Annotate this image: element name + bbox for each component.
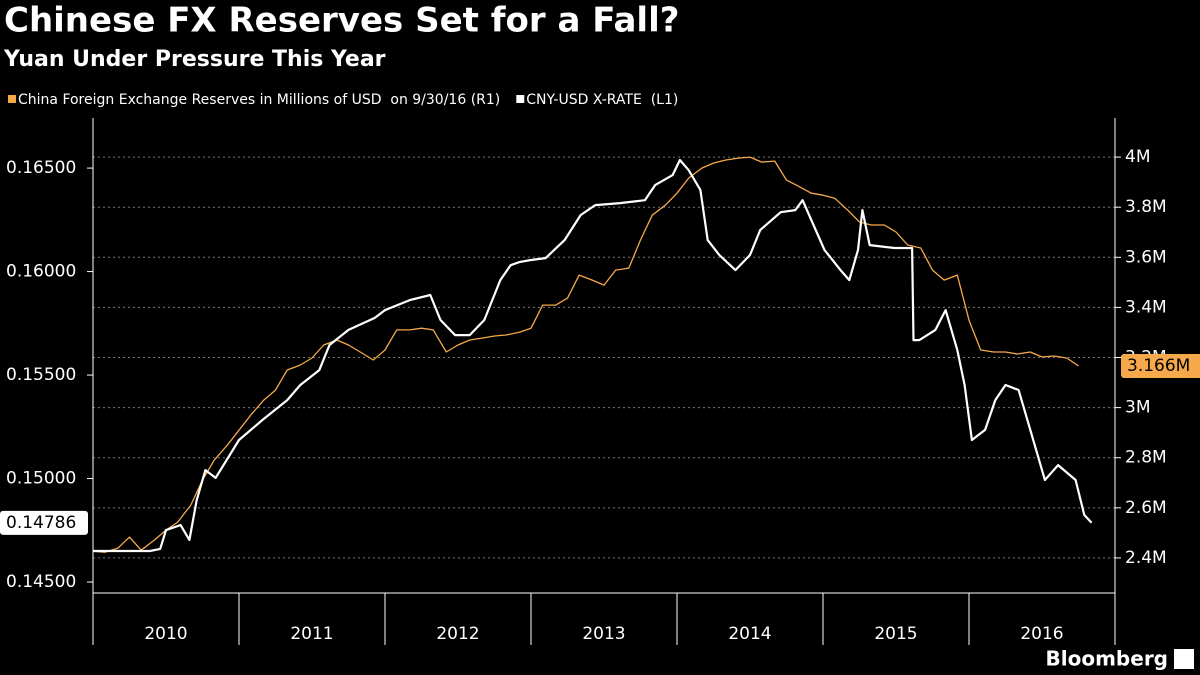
value-label: 3.166M xyxy=(1127,356,1190,376)
legend-label: China Foreign Exchange Reserves in Milli… xyxy=(18,92,500,108)
y2-tick-label: 2.6M xyxy=(1125,498,1167,518)
x-tick-label: 2013 xyxy=(582,624,625,644)
y2-tick-label: 3.6M xyxy=(1125,247,1167,267)
x-tick-label: 2015 xyxy=(874,624,917,644)
source: Bloomberg xyxy=(1046,647,1168,671)
legend-swatch xyxy=(516,95,525,103)
y2-tick-label: 2.8M xyxy=(1125,448,1167,468)
y-tick-label: 0.14500 xyxy=(6,572,76,592)
legend-label: CNY-USD X-RATE (L1) xyxy=(526,92,678,108)
y-tick-label: 0.15500 xyxy=(6,365,76,385)
x-tick-label: 2012 xyxy=(436,624,479,644)
y2-tick-label: 3.4M xyxy=(1125,297,1167,317)
series-line xyxy=(92,156,1079,553)
value-label-box xyxy=(1121,354,1200,379)
series-line xyxy=(93,158,1093,553)
value-label-box xyxy=(0,510,88,535)
x-tick-label: 2014 xyxy=(728,624,771,644)
y2-tick-label: 3M xyxy=(1125,398,1150,418)
legend-swatch xyxy=(8,95,16,103)
y-tick-label: 0.16500 xyxy=(6,158,76,178)
y2-tick-label: 2.4M xyxy=(1125,548,1167,568)
chart-title: Chinese FX Reserves Set for a Fall? xyxy=(4,1,679,41)
y-tick-label: 0.15000 xyxy=(6,469,76,489)
logo-icon xyxy=(1174,649,1194,669)
x-tick-label: 2010 xyxy=(144,624,187,644)
y2-tick-label: 4M xyxy=(1125,147,1150,167)
value-label: 0.14786 xyxy=(6,513,76,533)
x-tick-label: 2016 xyxy=(1020,624,1063,644)
x-tick-label: 2011 xyxy=(290,624,333,644)
y2-tick-label: 3.8M xyxy=(1125,197,1167,217)
chart-subtitle: Yuan Under Pressure This Year xyxy=(3,47,386,72)
y-tick-label: 0.16000 xyxy=(6,262,76,282)
